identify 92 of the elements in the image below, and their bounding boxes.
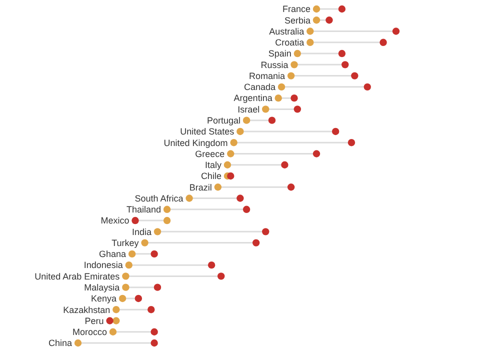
y-tick-label: Romania [249, 70, 286, 81]
point [312, 16, 320, 24]
point [242, 206, 250, 213]
point [348, 139, 356, 146]
y-tick-label: Kazakhstan [63, 304, 110, 315]
y-tick-label: Argentina [234, 93, 272, 104]
y-tick-label: China [48, 338, 72, 348]
point [186, 194, 193, 202]
y-tick-label: India [132, 226, 152, 237]
point [380, 38, 387, 46]
point [252, 239, 260, 246]
y-tick-label: Australia [269, 26, 304, 36]
y-tick-label: Italy [204, 160, 222, 170]
y-tick-label: United Arab Emirates [34, 271, 120, 282]
point [338, 50, 346, 58]
y-tick-label: Russia [260, 60, 288, 70]
y-tick-label: United States [180, 126, 235, 137]
y-tick-label: Chile [200, 171, 222, 182]
point [342, 61, 349, 68]
point [294, 50, 302, 58]
point [208, 261, 216, 269]
point [242, 116, 250, 124]
point [224, 161, 232, 168]
y-tick-label: Indonesia [84, 260, 123, 270]
y-tick-label: Serbia [284, 15, 310, 26]
point [74, 339, 82, 347]
y-tick-label: Portugal [207, 115, 241, 126]
point [141, 239, 148, 246]
y-tick-label: Croatia [275, 38, 304, 48]
point [227, 150, 234, 158]
point [312, 5, 320, 13]
y-tick-label: Thailand [126, 204, 162, 215]
y-tick-label: Kenya [90, 294, 117, 304]
point [163, 216, 171, 224]
point [278, 83, 286, 91]
point [218, 272, 225, 280]
point [262, 228, 270, 236]
point [128, 250, 136, 258]
point [294, 106, 302, 113]
point [290, 61, 298, 68]
point [326, 16, 333, 24]
y-tick-label: Turkey [112, 238, 140, 248]
y-tick-label: France [282, 4, 310, 14]
point [150, 250, 158, 258]
y-tick-label: Peru [84, 316, 104, 326]
y-tick-label: Canada [244, 82, 276, 92]
point [163, 206, 171, 213]
point [274, 94, 282, 102]
point [236, 194, 244, 202]
point [306, 38, 314, 46]
point [268, 116, 276, 124]
point [262, 106, 270, 113]
point [134, 294, 142, 302]
point [306, 28, 314, 35]
point [338, 5, 346, 13]
point [281, 161, 288, 168]
y-tick-label: United Kingdom [164, 138, 228, 148]
point [118, 294, 126, 302]
point [122, 272, 130, 280]
y-tick-label: Mexico [100, 216, 130, 226]
point [392, 28, 400, 35]
point [287, 184, 295, 191]
point [290, 94, 298, 102]
y-tick-label: Israel [238, 104, 260, 114]
y-tick-label: Ghana [99, 249, 126, 260]
y-tick-label: Morocco [72, 327, 107, 338]
point [132, 216, 139, 224]
point [125, 261, 132, 269]
point [236, 128, 244, 136]
point [148, 306, 155, 314]
point [154, 284, 162, 291]
y-tick-label: Brazil [189, 182, 212, 192]
y-tick-label: Malaysia [84, 282, 120, 292]
point [109, 328, 117, 336]
point [351, 72, 358, 80]
point [227, 172, 234, 180]
point [230, 139, 238, 146]
y-tick-label: Greece [195, 148, 225, 159]
point [332, 128, 340, 136]
point [150, 328, 158, 336]
point [150, 339, 158, 347]
point [154, 228, 162, 236]
y-tick-label: Spain [268, 48, 292, 59]
y-tick-label: South Africa [134, 193, 184, 204]
point [364, 83, 371, 91]
point [214, 184, 222, 191]
point [106, 317, 114, 324]
point [312, 150, 320, 158]
point [112, 306, 120, 314]
point [112, 317, 120, 324]
point [287, 72, 295, 80]
point [122, 284, 130, 291]
